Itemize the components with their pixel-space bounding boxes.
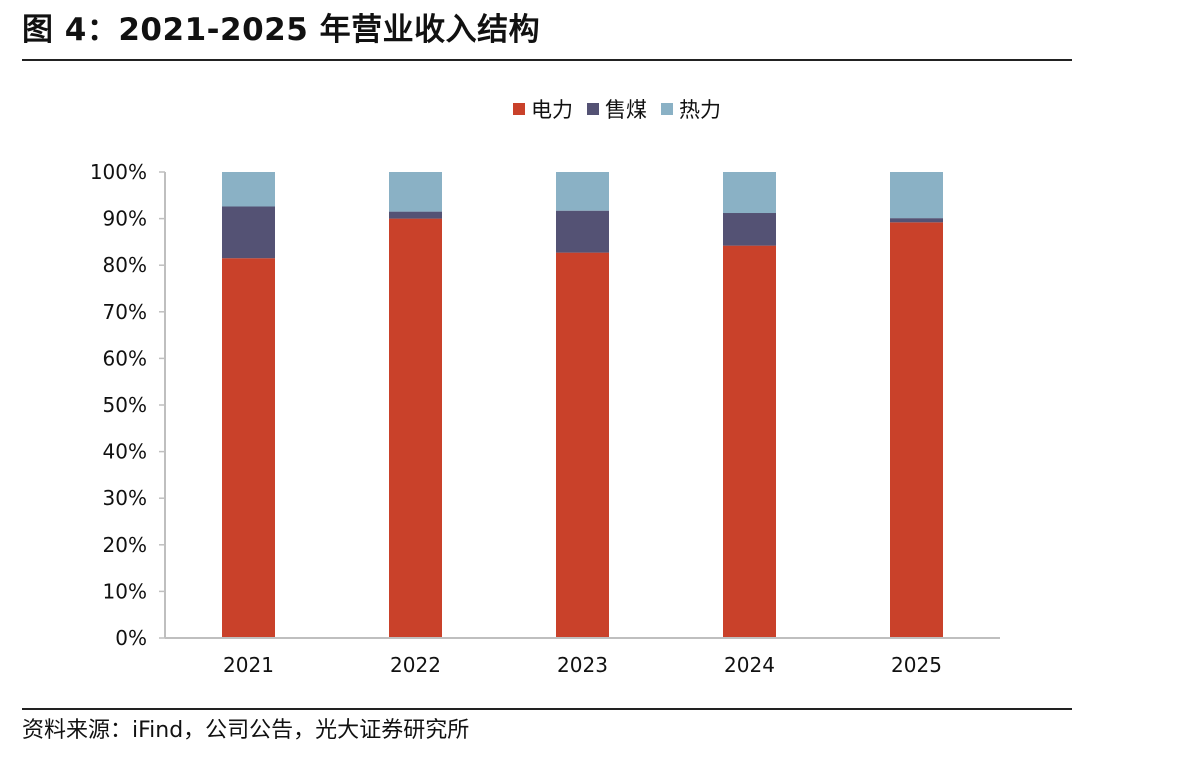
bar-heat-2022	[389, 172, 442, 212]
title-rule	[22, 59, 1072, 61]
legend-label-coal: 售煤	[605, 98, 647, 122]
y-tick-label: 20%	[103, 533, 147, 557]
bar-group	[222, 172, 943, 639]
y-tick-label: 70%	[103, 300, 147, 324]
chart-legend: 电力 售煤 热力	[0, 94, 1204, 124]
legend-swatch-heat	[661, 103, 673, 115]
y-tick-label: 0%	[115, 626, 147, 650]
bar-heat-2021	[222, 172, 275, 207]
y-tick-label: 40%	[103, 440, 147, 464]
bar-power-2022	[389, 218, 442, 638]
legend-item-coal: 售煤	[587, 94, 647, 124]
x-tick-label: 2023	[557, 653, 608, 677]
y-tick-label: 50%	[103, 393, 147, 417]
bar-coal-2023	[556, 210, 609, 253]
x-axis: 2021 2022 2023 2024 2025	[165, 637, 1000, 677]
legend-swatch-power	[513, 103, 525, 115]
x-tick-label: 2022	[390, 653, 441, 677]
legend-swatch-coal	[587, 103, 599, 115]
y-tick-label: 100%	[90, 160, 147, 184]
figure-title: 图 4：2021-2025 年营业收入结构	[22, 12, 541, 48]
y-axis: 0% 10% 20% 30% 40% 50% 60% 70% 80% 90% 100%	[90, 160, 166, 650]
y-tick-label: 60%	[103, 346, 147, 370]
bar-power-2021	[222, 258, 275, 638]
x-tick-label: 2025	[891, 653, 942, 677]
y-tick-label: 90%	[103, 207, 147, 231]
legend-item-heat: 热力	[661, 94, 721, 124]
source-rule	[22, 708, 1072, 710]
y-tick-label: 30%	[103, 486, 147, 510]
y-tick-label: 80%	[103, 253, 147, 277]
x-tick-label: 2021	[223, 653, 274, 677]
bar-heat-2025	[890, 172, 943, 219]
bar-power-2024	[723, 245, 776, 639]
bar-coal-2025	[890, 218, 943, 223]
legend-item-power: 电力	[513, 94, 573, 124]
source-note: 资料来源：iFind，公司公告，光大证券研究所	[22, 718, 470, 743]
legend-label-power: 电力	[531, 98, 573, 122]
bar-coal-2022	[389, 211, 442, 219]
bar-coal-2024	[723, 213, 776, 246]
x-tick-label: 2024	[724, 653, 775, 677]
bar-heat-2023	[556, 172, 609, 211]
bar-power-2025	[890, 222, 943, 638]
legend-label-heat: 热力	[679, 98, 721, 122]
bar-coal-2021	[222, 206, 275, 259]
bar-power-2023	[556, 252, 609, 639]
stacked-bar-chart: 0%10%20%30%40%50%60%70%80%90%100% 2021 20…	[90, 160, 1000, 677]
bar-heat-2024	[723, 172, 776, 214]
y-tick-label: 10%	[103, 579, 147, 603]
